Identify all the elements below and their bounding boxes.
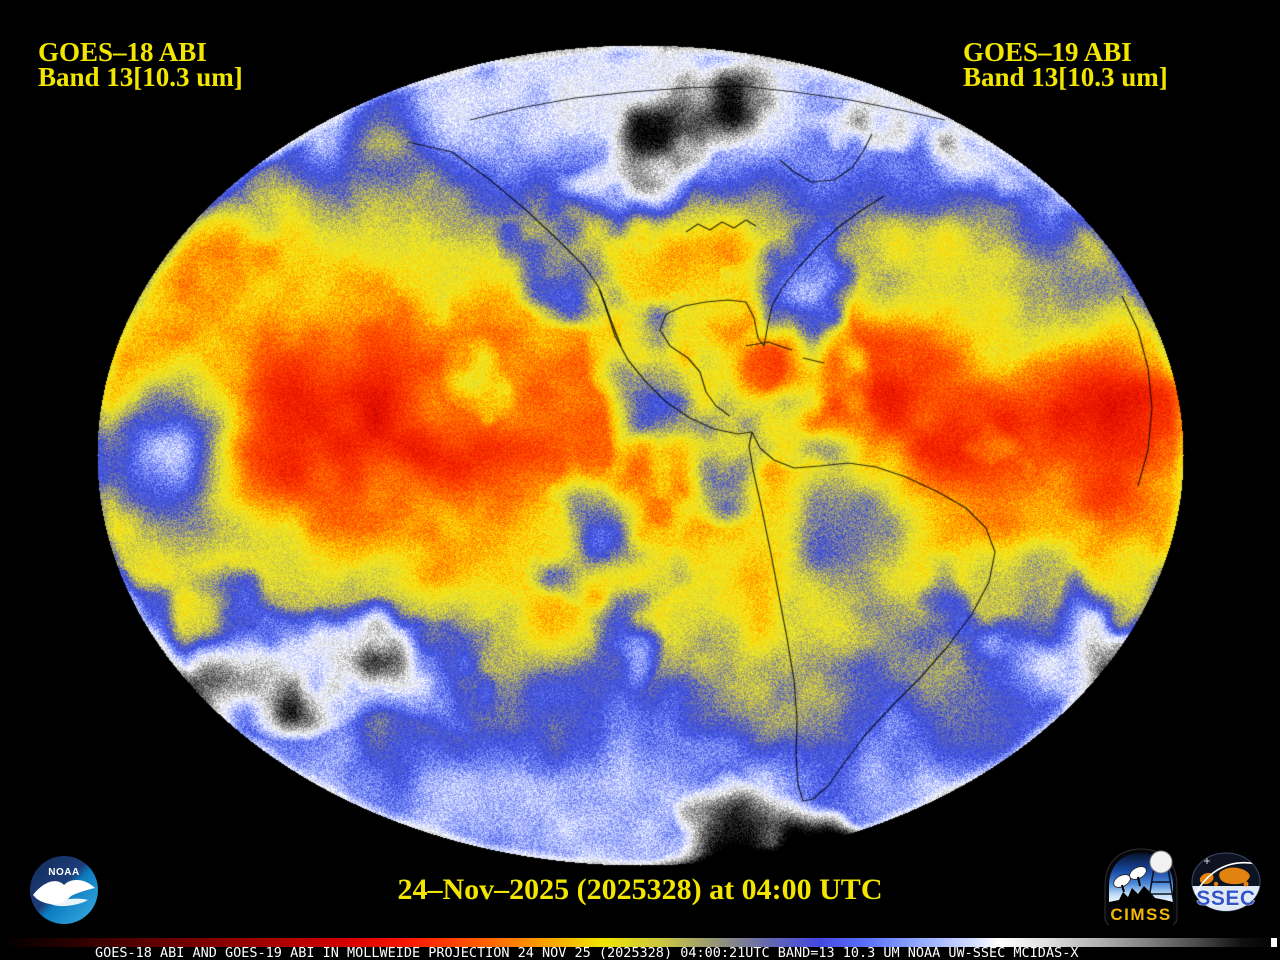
status-bar: GOES-18 ABI AND GOES-19 ABI IN MOLLWEIDE… (0, 938, 1280, 960)
goes19-satellite-name: GOES–19 ABI (963, 37, 1132, 67)
ssec-orbit-arc (1193, 861, 1259, 897)
colorbar (0, 938, 1280, 947)
noaa-logo-text: NOAA (48, 867, 79, 878)
cimss-logo: CIMSS (1104, 848, 1178, 926)
goes18-satellite-name: GOES–18 ABI (38, 37, 207, 67)
goes19-band-label: Band 13[10.3 um] (963, 62, 1168, 92)
goes18-title-block: GOES–18 ABI Band 13[10.3 um] (38, 37, 243, 92)
ssec-logo-text: SSEC (1196, 887, 1255, 910)
ssec-star-icon (1204, 858, 1210, 864)
timestamp-label: 24–Nov–2025 (2025328) at 04:00 UTC (397, 873, 883, 906)
colorbar-end-tick (1271, 938, 1277, 947)
noaa-seagull-icon (33, 879, 95, 905)
goes19-title-block: GOES–19 ABI Band 13[10.3 um] (963, 37, 1168, 92)
cimss-logo-text: CIMSS (1110, 905, 1171, 924)
ssec-logo: SSEC (1191, 852, 1261, 912)
noaa-logo: NOAA (30, 856, 98, 924)
noaa-swoosh-icon (50, 898, 88, 907)
cimss-tower-tank (1149, 850, 1173, 874)
cimss-dish-icons (1113, 866, 1147, 893)
status-text: GOES-18 ABI AND GOES-19 ABI IN MOLLWEIDE… (95, 945, 1079, 960)
goes18-band-label: Band 13[10.3 um] (38, 62, 243, 92)
cimss-skyline-silhouette (1109, 886, 1173, 926)
